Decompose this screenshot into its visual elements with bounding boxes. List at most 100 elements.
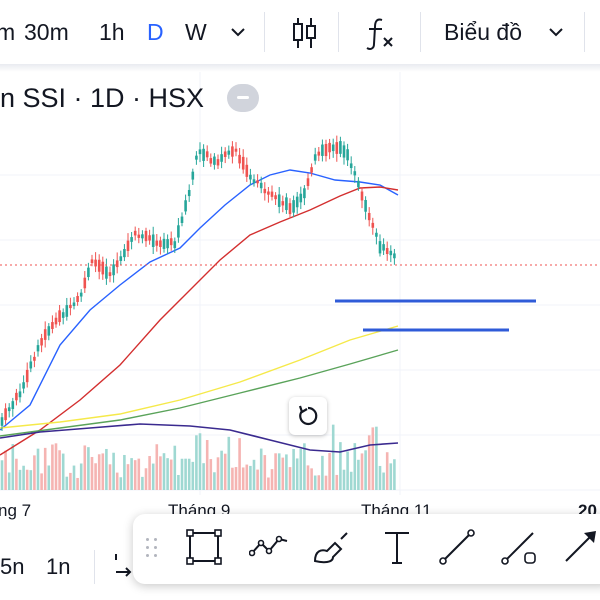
candle-body [33, 356, 36, 361]
candle-body [18, 391, 22, 398]
volume-bar [65, 476, 69, 490]
path-icon[interactable] [248, 527, 289, 567]
candle-body [141, 234, 144, 239]
candle-body [346, 149, 349, 161]
top-toolbar: m 30m 1h D W Biểu đồ [0, 0, 600, 64]
ray-icon[interactable] [499, 527, 539, 567]
date-range-icon[interactable] [112, 552, 136, 582]
chart-type-label[interactable]: Biểu đồ [444, 19, 523, 45]
reset-icon [298, 405, 318, 426]
candle-body [274, 195, 277, 200]
volume-bar [223, 453, 227, 490]
volume-bar [94, 463, 97, 490]
candle-body [65, 305, 69, 317]
candle-body [385, 248, 389, 255]
volume-bar [360, 453, 364, 490]
candlestick-icon[interactable] [289, 16, 319, 50]
volume-bar [177, 474, 180, 490]
volume-bar [22, 465, 25, 490]
candle-body [184, 200, 187, 212]
candle-body [15, 392, 18, 401]
candle-body [252, 179, 256, 184]
volume-bar [11, 444, 15, 490]
candle-body [130, 237, 133, 242]
candle-body [173, 241, 177, 249]
reset-button[interactable] [289, 397, 327, 435]
volume-bar [90, 456, 94, 490]
drawings [0, 264, 600, 332]
volume-bar [112, 452, 115, 490]
volume-bar [180, 458, 184, 490]
trend-line-icon[interactable] [437, 527, 477, 567]
volume-bar [29, 470, 33, 490]
volume-ma-line [0, 423, 399, 453]
volume-bar [385, 452, 389, 490]
toolbar-divider [264, 12, 265, 52]
volume-bar [151, 463, 155, 490]
candle-body [133, 230, 137, 236]
brush-icon[interactable] [311, 527, 351, 567]
candle-body [288, 203, 292, 215]
candle-body [209, 158, 213, 164]
candle-body [295, 196, 299, 208]
volume-bar [119, 477, 123, 490]
volume-bar [288, 467, 292, 490]
volume-bar [367, 435, 371, 490]
arrow-icon[interactable] [560, 527, 600, 567]
volume-bars [0, 424, 396, 490]
candle-body [393, 253, 396, 259]
candle-body [191, 171, 195, 180]
volume-bar [274, 453, 277, 490]
candle-body [259, 182, 263, 189]
candle-body [234, 148, 238, 152]
candle-body [54, 317, 58, 325]
volume-bar [317, 475, 321, 490]
interval-1h[interactable]: 1h [99, 19, 125, 45]
candle-body [281, 201, 285, 206]
range-1n[interactable]: 1n [46, 554, 71, 579]
candle-body [285, 197, 288, 211]
volume-bar [187, 458, 191, 490]
candle-body [105, 266, 108, 279]
volume-bar [40, 473, 43, 490]
volume-bar [33, 455, 36, 490]
volume-bar [25, 469, 29, 490]
symbol-title[interactable]: n SSI · 1D · HSX [0, 83, 205, 113]
volume-bar [43, 447, 47, 490]
interval-partial[interactable]: m [0, 19, 16, 45]
volume-bar [105, 448, 108, 490]
toolbar-divider [420, 12, 421, 52]
candle-body [205, 151, 209, 158]
drag-grip-icon[interactable] [146, 538, 160, 560]
chevron-down-icon[interactable] [546, 22, 566, 42]
text-icon[interactable] [377, 527, 417, 567]
candle-body [331, 144, 335, 152]
volume-bar [0, 460, 4, 490]
candle-body [241, 156, 245, 170]
interval-30m[interactable]: 30m [24, 19, 69, 45]
fx-icon[interactable] [362, 14, 398, 52]
volume-bar [292, 448, 295, 490]
interval-w[interactable]: W [185, 19, 207, 45]
price-chart[interactable] [0, 72, 600, 532]
volume-bar [231, 467, 234, 490]
candle-body [47, 326, 51, 336]
candle-body [249, 174, 252, 180]
volume-bar [259, 448, 263, 490]
toolbar-divider [338, 12, 339, 52]
minus-icon[interactable] [227, 84, 259, 112]
candle-body [72, 302, 76, 307]
volume-bar [313, 475, 317, 490]
volume-bar [335, 474, 339, 490]
chevron-down-icon[interactable] [228, 22, 248, 42]
volume-bar [184, 458, 187, 490]
drawing-toolbar [133, 514, 600, 584]
volume-bar [303, 443, 306, 490]
volume-bar [353, 443, 357, 490]
interval-d[interactable]: D [147, 19, 164, 45]
rectangle-icon[interactable] [184, 527, 224, 567]
volume-bar [213, 472, 216, 490]
range-5n[interactable]: 5n [0, 554, 25, 579]
volume-bar [198, 433, 202, 490]
volume-bar [202, 463, 205, 490]
